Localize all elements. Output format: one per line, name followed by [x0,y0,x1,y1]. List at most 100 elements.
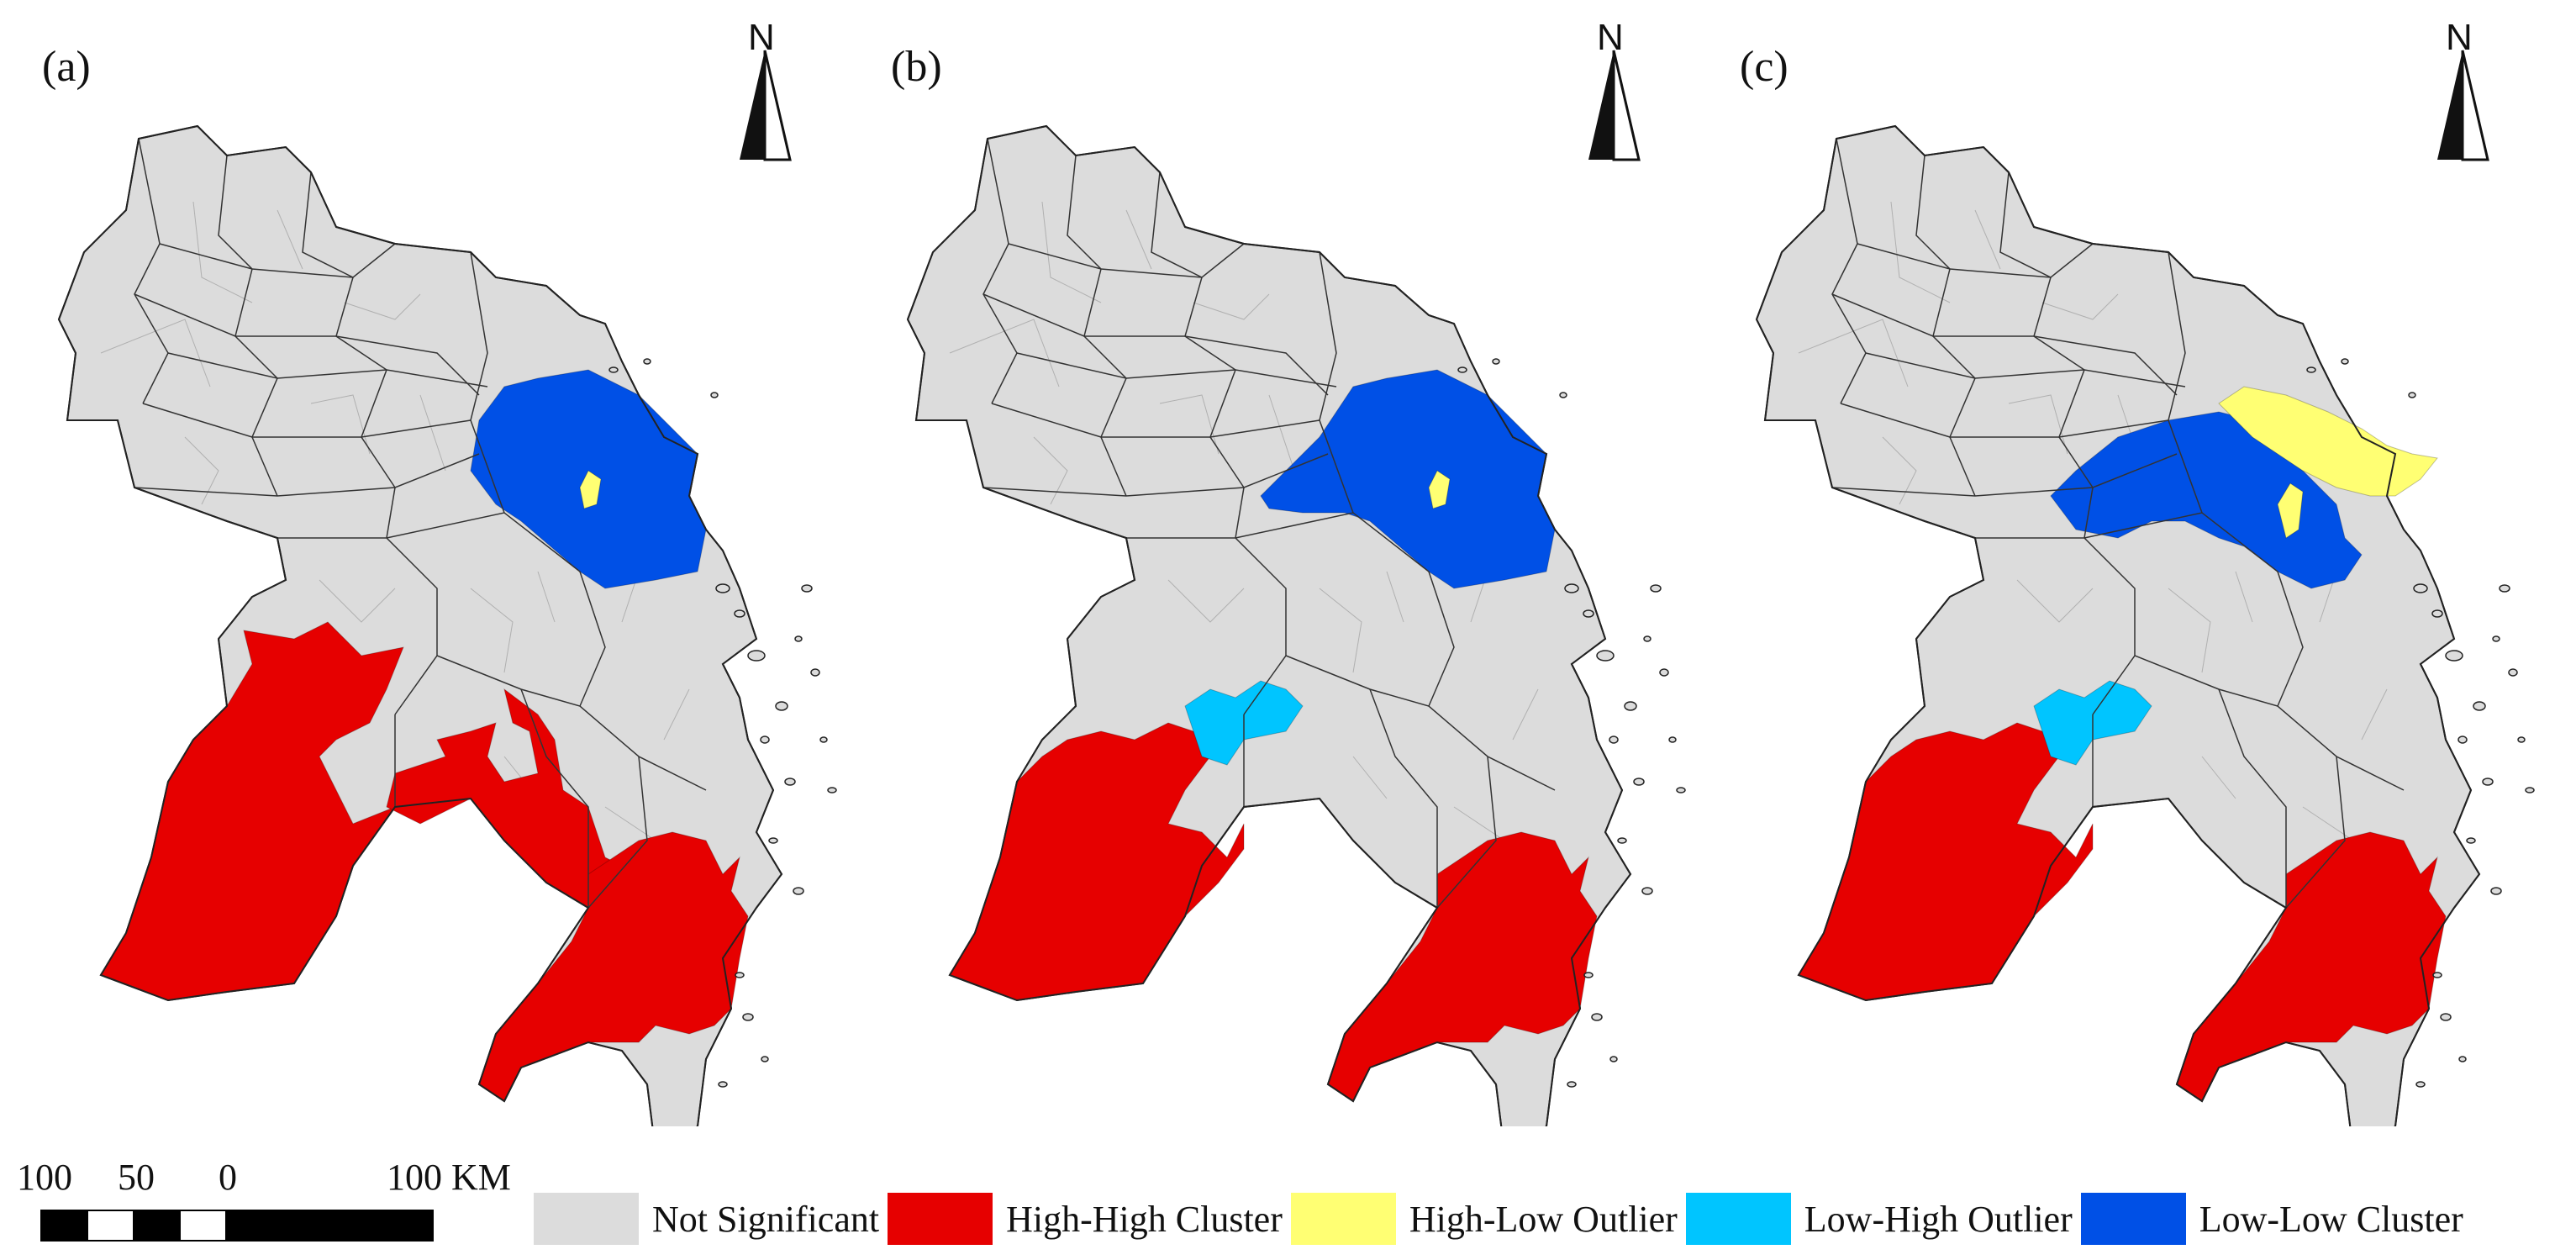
island [784,778,796,786]
island [710,392,719,398]
county-boundary [1882,436,1917,505]
county-boundary [277,209,303,270]
island [768,837,778,844]
county-boundary [310,394,371,455]
county-boundary [1512,688,1539,741]
island [2458,1056,2467,1062]
legend-item: High-Low Outlier [1290,1193,1686,1245]
legend-label: Not Significant [652,1198,880,1240]
legend-item: Not Significant [534,1193,888,1245]
prefecture-boundary [520,688,589,908]
county-boundary [2168,588,2211,673]
prefecture-boundary [134,293,480,396]
prefecture-boundary [159,243,396,278]
north-label: N [1597,17,1624,58]
prefecture-boundary [436,655,707,791]
prefecture-boundary [2218,688,2287,908]
prefecture-boundary [1369,688,1438,908]
prefecture-boundary [386,512,606,707]
scale-tick-label: 50 [118,1157,155,1198]
prefecture-boundary [1235,512,1455,707]
county-boundary [1890,201,1951,303]
island [761,1056,769,1062]
prefecture-boundary [1831,293,2178,396]
scale-tick-label: 100 KM [387,1157,511,1198]
scale-bar-graphic [40,1210,434,1242]
prefecture-boundary [2168,251,2203,514]
county-boundary [1319,588,1362,673]
county-boundary [1167,579,1245,623]
island [2508,668,2518,677]
island [2432,972,2442,978]
island [1633,778,1645,786]
island [1668,736,1677,743]
legend: Not Significant High-High Cluster High-L… [534,1189,2472,1248]
region-high-low-outlier [1428,470,1451,509]
region-high-low-outlier [2277,482,2304,539]
island [2440,1013,2452,1021]
county-boundary [1193,293,1270,320]
county-boundary [2361,688,2388,741]
island [2457,735,2468,744]
island [715,583,730,593]
map-panel-b: (b) N [849,0,1708,1126]
prefecture-boundary [167,352,488,387]
prefecture-boundary [142,403,471,438]
county-boundary [2041,293,2119,320]
choropleth-map [906,124,1686,1126]
county-boundary [2008,394,2068,455]
prefecture-boundary [302,171,396,539]
island [1591,1013,1603,1021]
island [742,1013,754,1021]
north-arrow: N [2429,17,2496,168]
island [2413,583,2428,593]
island [1583,609,1594,618]
legend-swatch [888,1193,993,1245]
choropleth-map [57,124,837,1126]
north-arrow-icon [2437,50,2489,161]
prefecture-boundary [587,756,648,909]
island [793,887,804,895]
legend-item: High-High Cluster [888,1193,1291,1245]
north-arrow: N [1580,17,1647,168]
region-high-high-cluster [478,831,749,1102]
island [810,668,820,677]
county-boundary [319,579,396,623]
island [1583,972,1594,978]
island [2306,366,2316,373]
region-high-high-cluster [1798,722,2094,1001]
island [2473,701,2486,711]
prefecture-boundary [1831,453,2178,497]
prefecture-boundary [1151,171,1245,539]
prefecture-boundary [1008,243,1245,278]
prefecture-boundary [1285,655,1556,791]
region-high-high-cluster [949,722,1245,1001]
prefecture-boundary [2285,756,2346,909]
prefecture-boundary [134,453,480,497]
island [1617,837,1627,844]
island [1641,887,1653,895]
island [608,366,619,373]
prefecture-boundary [1840,403,2169,438]
island [1564,583,1579,593]
island [827,787,837,793]
island [2525,787,2535,793]
county-boundary [1386,571,1404,623]
island [760,735,770,744]
prefecture-boundary [2134,655,2405,791]
prefecture-boundary [2083,512,2304,707]
panel-label: (b) [891,43,942,91]
legend-swatch [2080,1193,2186,1245]
island [775,701,788,711]
prefecture-boundary [470,251,505,514]
island [819,736,828,743]
county-boundary [2201,756,2236,799]
panel-label: (a) [42,43,91,91]
county-boundary [537,571,556,623]
island [794,635,803,642]
county-boundary [344,293,421,320]
island [1596,650,1615,662]
island [2445,650,2463,662]
county-boundary [2235,571,2253,623]
